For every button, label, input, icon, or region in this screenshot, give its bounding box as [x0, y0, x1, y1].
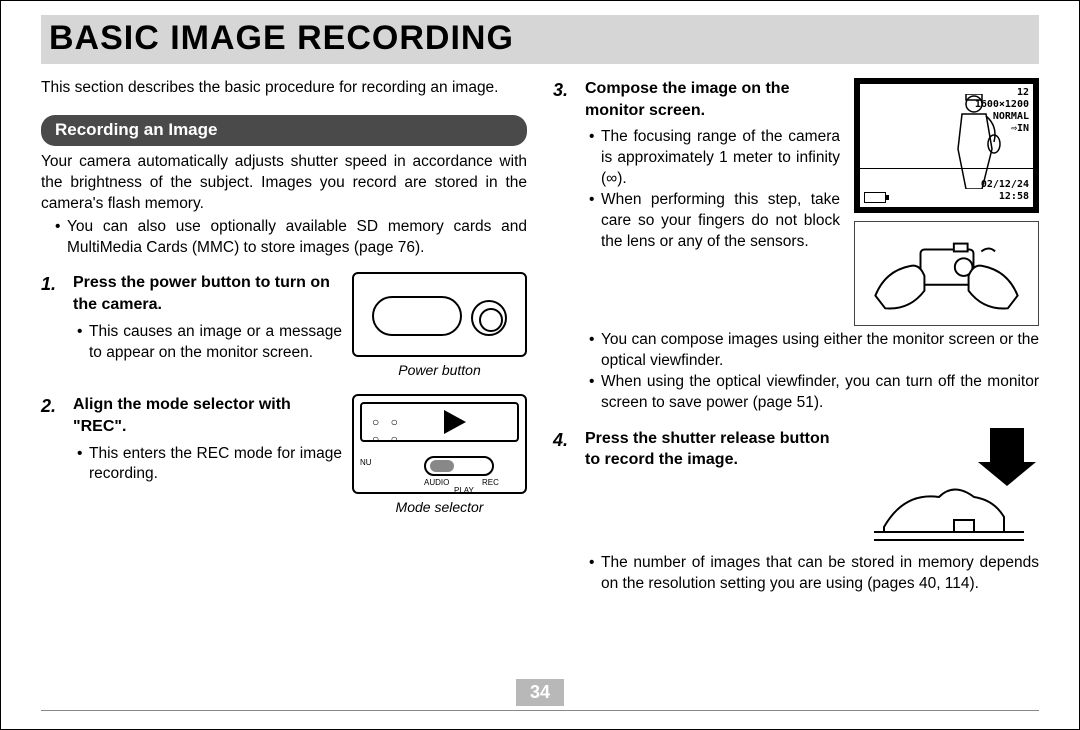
section-header: Recording an Image [41, 115, 527, 146]
label-rec: REC [482, 478, 499, 489]
step-4-number: 4. [553, 428, 575, 543]
lcd-time: 12:58 [999, 190, 1029, 204]
step-4: 4. Press the shutter release button to r… [553, 428, 1039, 543]
step-3-bullet-1: The focusing range of the camera is appr… [589, 127, 840, 190]
right-column: 3. Compose the image on the monitor scre… [553, 78, 1039, 595]
right-figures: 12 1600×1200 NORMAL ⇨IN 02/12/24 12:58 [854, 78, 1039, 326]
step-3-bullet-4: When using the optical viewfinder, you c… [589, 372, 1039, 414]
lcd-screen-illustration: 12 1600×1200 NORMAL ⇨IN 02/12/24 12:58 [854, 78, 1039, 213]
figure-caption-mode: Mode selector [352, 498, 527, 517]
figure-caption-power: Power button [352, 361, 527, 380]
label-play: PLAY [454, 486, 474, 497]
hands-holding-camera-illustration [854, 221, 1039, 326]
lcd-memory: ⇨IN [1011, 122, 1029, 136]
mode-selector-illustration: ○ ○○ ○ NU AUDIO REC PLAY [352, 394, 527, 494]
step-1: 1. Press the power button to turn on the… [41, 272, 527, 380]
step-2-number: 2. [41, 394, 63, 517]
step-1-number: 1. [41, 272, 63, 380]
chapter-title: BASIC IMAGE RECORDING [49, 19, 1031, 58]
left-column: This section describes the basic procedu… [41, 78, 527, 595]
section-bullet: You can also use optionally available SD… [55, 217, 527, 259]
figure-power-button: Power button [352, 272, 527, 380]
step-4-heading: Press the shutter release button to reco… [585, 428, 844, 471]
down-arrow-icon [990, 428, 1024, 464]
figure-mode-selector: ○ ○○ ○ NU AUDIO REC PLAY Mode selector [352, 394, 527, 517]
person-icon [952, 94, 1002, 189]
intro-text: This section describes the basic procedu… [41, 78, 527, 99]
label-nu: NU [360, 458, 372, 469]
step-2: 2. Align the mode selector with "REC". T… [41, 394, 527, 517]
step-2-bullet: This enters the REC mode for image recor… [77, 444, 342, 486]
page-footer: 34 [41, 679, 1039, 711]
step-3-number: 3. [553, 78, 575, 253]
step-3-bullet-2: When performing this step, take care so … [589, 190, 840, 253]
battery-icon [864, 192, 886, 203]
step-3-heading: Compose the image on the monitor screen. [585, 78, 840, 121]
power-button-illustration [352, 272, 527, 357]
section-body: Your camera automatically adjusts shutte… [41, 152, 527, 215]
step-4-bullet-1: The number of images that can be stored … [589, 553, 1039, 595]
step-1-bullet: This causes an image or a message to app… [77, 322, 342, 364]
label-audio: AUDIO [424, 478, 449, 489]
page-number: 34 [516, 679, 564, 706]
shutter-press-illustration [854, 428, 1039, 543]
chapter-title-bar: BASIC IMAGE RECORDING [41, 15, 1039, 64]
step-3-bullet-3: You can compose images using either the … [589, 330, 1039, 372]
step-1-heading: Press the power button to turn on the ca… [73, 272, 342, 315]
step-2-heading: Align the mode selector with "REC". [73, 394, 342, 437]
page-content: This section describes the basic procedu… [1, 64, 1079, 595]
